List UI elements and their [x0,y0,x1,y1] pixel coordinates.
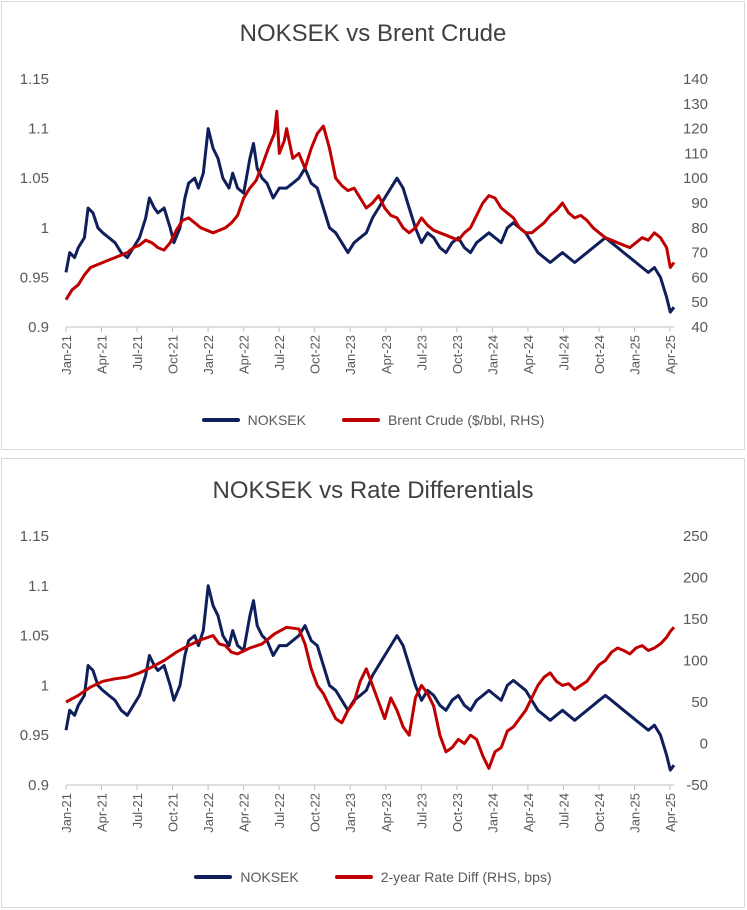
chart-legend: NOKSEK 2-year Rate Diff (RHS, bps) [2,869,744,885]
y-right-tick-label: 100 [683,653,708,670]
legend-item-noksek: NOKSEK [201,412,306,428]
y-right-tick-label: 140 [683,71,708,88]
y-left-tick-label: 1.15 [20,71,49,88]
x-tick-label: Apr-24 [521,793,536,832]
y-right-tick-label: 40 [691,319,708,336]
legend-label: NOKSEK [247,412,306,428]
x-tick-label: Apr-21 [95,793,110,832]
y-left-tick-label: 0.9 [28,777,49,794]
x-tick-label: Apr-25 [663,793,678,832]
x-tick-label: Jul-23 [414,793,429,828]
legend-swatch-noksek [194,875,233,879]
y-left-tick-label: 1 [41,220,49,237]
y-left-tick-label: 1.05 [20,170,49,187]
x-tick-label: Oct-24 [592,793,607,832]
y-left-tick-label: 0.9 [28,319,49,336]
y-right-tick-label: 110 [684,145,708,162]
x-tick-label: Apr-22 [237,335,252,374]
y-right-tick-label: 250 [683,528,708,545]
chart-title: NOKSEK vs Brent Crude [239,20,507,47]
y-right-tick-label: 130 [683,96,708,113]
legend-item-rate-diff: 2-year Rate Diff (RHS, bps) [334,869,552,885]
legend-label: Brent Crude ($/bbl, RHS) [387,412,545,428]
x-tick-label: Apr-23 [379,335,394,374]
x-tick-label: Apr-25 [663,335,678,374]
x-tick-label: Jul-21 [130,793,145,828]
x-tick-label: Apr-23 [379,793,394,832]
x-tick-label: Apr-21 [95,335,110,374]
y-right-tick-label: 50 [691,294,708,311]
y-right-tick-label: 120 [683,121,708,138]
y-left-tick-label: 0.95 [20,269,49,286]
x-tick-label: Oct-21 [166,793,181,832]
y-left-tick-label: 1.15 [20,528,49,545]
y-right-tick-label: -50 [686,777,708,794]
x-tick-label: Oct-21 [166,335,181,374]
x-tick-label: Jan-23 [343,335,358,375]
y-right-tick-label: 90 [691,195,708,212]
x-tick-label: Jan-24 [485,793,500,833]
y-left-tick-label: 1.1 [28,578,49,595]
y-right-tick-label: 70 [691,245,708,262]
y-left-tick-label: 1 [41,677,49,694]
x-tick-label: Oct-23 [450,335,465,374]
legend-label: NOKSEK [240,869,299,885]
x-tick-label: Jan-24 [485,335,500,375]
series-line-noksek [64,127,676,314]
x-tick-label: Oct-22 [308,793,323,832]
x-tick-label: Jul-24 [556,335,571,370]
legend-label: 2-year Rate Diff (RHS, bps) [380,869,552,885]
x-tick-label: Jul-22 [272,793,287,828]
x-tick-label: Jul-23 [414,335,429,370]
series-line-rhs [64,109,676,301]
y-right-tick-label: 60 [691,269,708,286]
x-tick-label: Apr-24 [521,335,536,374]
y-right-tick-label: 100 [683,170,708,187]
x-tick-label: Jan-21 [59,793,74,833]
x-tick-label: Jan-25 [627,793,642,833]
x-tick-label: Oct-24 [592,335,607,374]
chart-panel-noksek-rate-diff: NOKSEK vs Rate Differentials 0.9 0.95 1 1.0… [1,458,745,908]
legend-swatch-rate-diff [334,875,373,879]
x-tick-label: Jan-22 [201,335,216,375]
x-tick-label: Jan-23 [343,793,358,833]
chart-plot: 0.9 0.95 1 1.05 1.1 1.15 40 50 60 70 80 90 100 110 120… [20,71,708,375]
x-tick-label: Jan-22 [201,793,216,833]
y-left-tick-label: 1.05 [20,628,49,645]
x-tick-label: Apr-22 [237,793,252,832]
legend-item-brent: Brent Crude ($/bbl, RHS) [341,412,545,428]
legend-swatch-noksek [201,418,240,422]
y-right-tick-label: 80 [691,220,708,237]
chart-panel-noksek-brent: NOKSEK vs Brent Crude 0.9 0.95 1 1.05 1.1 1.1… [1,1,745,450]
chart-legend: NOKSEK Brent Crude ($/bbl, RHS) [2,412,744,428]
x-tick-label: Oct-23 [450,793,465,832]
x-tick-label: Jul-24 [556,793,571,828]
y-right-tick-label: 150 [683,611,708,628]
y-right-tick-label: 200 [683,570,708,587]
y-right-tick-label: 0 [700,736,708,753]
chart-title: NOKSEK vs Rate Differentials [212,477,534,504]
y-right-tick-label: 50 [691,694,708,711]
x-tick-label: Jul-21 [130,335,145,370]
series-line-rhs [65,625,676,770]
x-tick-label: Jan-25 [627,335,642,375]
x-tick-label: Jan-21 [59,335,74,375]
x-tick-label: Oct-22 [308,335,323,374]
y-left-tick-label: 0.95 [20,727,49,744]
legend-swatch-brent [341,418,380,422]
x-tick-label: Jul-22 [272,335,287,370]
legend-item-noksek: NOKSEK [194,869,299,885]
y-left-tick-label: 1.1 [28,121,49,138]
chart-plot: 0.9 0.95 1 1.05 1.1 1.15 -50 0 50 100 150 200 250 Jan… [20,528,708,833]
